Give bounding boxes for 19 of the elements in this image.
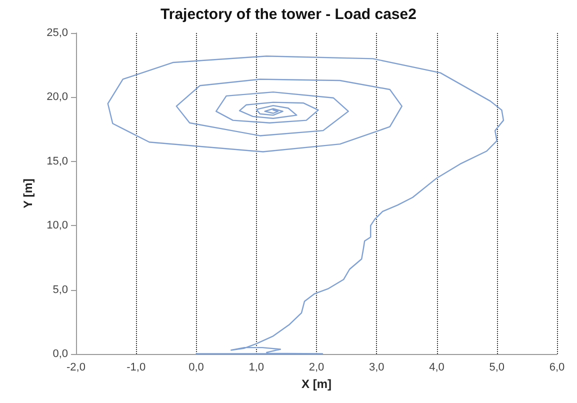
y-tick-label: 15,0 bbox=[46, 155, 68, 168]
x-tick-label: -1,0 bbox=[126, 362, 146, 374]
x-tick-label: 2,0 bbox=[308, 362, 324, 374]
y-axis-title: Y [m] bbox=[21, 178, 35, 208]
x-axis-title: X [m] bbox=[302, 376, 332, 391]
y-tick-label: 5,0 bbox=[52, 284, 68, 296]
y-tick-label: 20,0 bbox=[46, 91, 68, 104]
line-series bbox=[107, 56, 504, 354]
x-tick-label: -2,0 bbox=[66, 362, 86, 374]
x-tick-label: 3,0 bbox=[368, 362, 384, 374]
x-tick-label: 0,0 bbox=[188, 362, 204, 374]
y-tick-label: 10,0 bbox=[46, 220, 68, 232]
y-tick-label: 0,0 bbox=[52, 348, 68, 360]
chart-title: Trajectory of the tower - Load case2 bbox=[160, 6, 416, 23]
x-tick-label: 4,0 bbox=[429, 362, 444, 374]
y-tick-label: 25,0 bbox=[46, 27, 68, 39]
x-tick-label: 5,0 bbox=[489, 362, 505, 374]
x-tick-label: 6,0 bbox=[549, 362, 565, 374]
x-tick-label: 1,0 bbox=[248, 362, 264, 374]
